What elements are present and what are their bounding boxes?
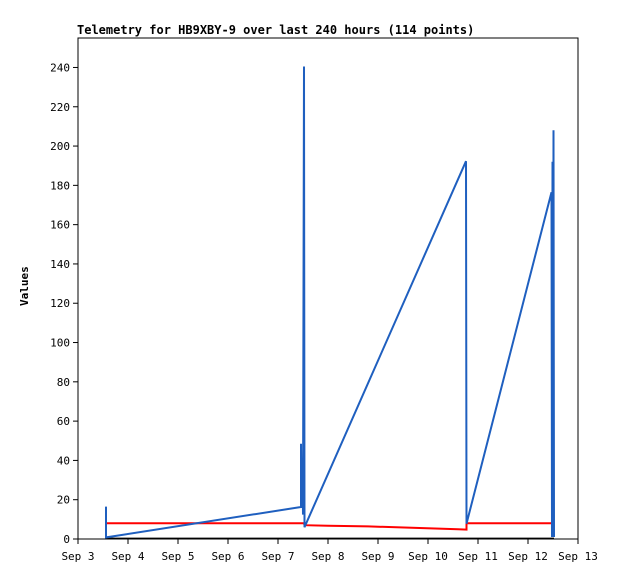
x-tick-label: Sep 12: [508, 550, 548, 563]
x-tick-label: Sep 5: [161, 550, 194, 563]
x-tick-label: Sep 3: [61, 550, 94, 563]
series-line: [105, 66, 555, 539]
y-tick-label: 40: [57, 454, 70, 467]
y-tick-label: 120: [50, 297, 70, 310]
x-tick-label: Sep 7: [261, 550, 294, 563]
y-tick-label: 140: [50, 258, 70, 271]
x-tick-label: Sep 9: [361, 550, 394, 563]
y-tick-label: 240: [50, 61, 70, 74]
plot-frame: [77, 37, 579, 540]
x-tick-label: Sep 13: [558, 550, 598, 563]
y-tick-label: 80: [57, 376, 70, 389]
y-tick-label: 180: [50, 179, 70, 192]
x-tick-label: Sep 11: [458, 550, 498, 563]
y-tick-label: 200: [50, 140, 70, 153]
x-tick-label: Sep 4: [111, 550, 144, 563]
y-tick-label: 100: [50, 337, 70, 350]
x-tick-label: Sep 6: [211, 550, 244, 563]
y-tick-label: 20: [57, 494, 70, 507]
x-tick-label: Sep 8: [311, 550, 344, 563]
chart-title: Telemetry for HB9XBY-9 over last 240 hou…: [77, 23, 475, 37]
y-tick-label: 220: [50, 101, 70, 114]
x-tick-label: Sep 10: [408, 550, 448, 563]
y-tick-label: 60: [57, 415, 70, 428]
y-tick-label: 0: [63, 533, 70, 546]
y-tick-label: 160: [50, 219, 70, 232]
